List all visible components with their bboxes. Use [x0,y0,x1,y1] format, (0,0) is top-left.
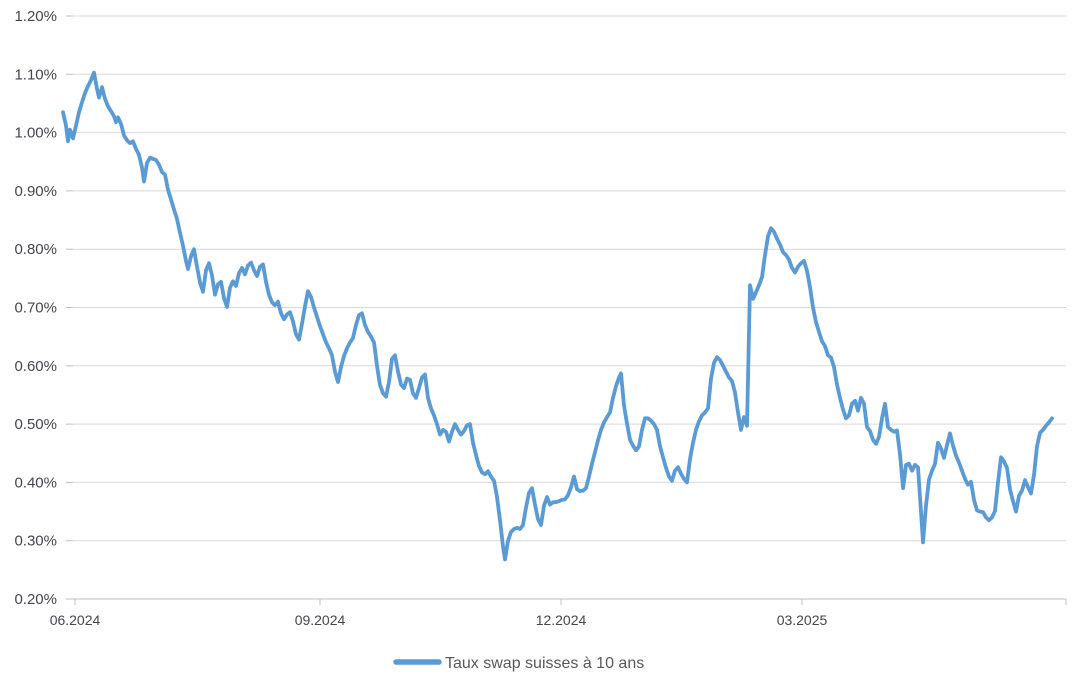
y-tick-label: 0.90% [14,183,57,200]
y-tick-label: 0.80% [14,241,57,258]
y-tick-label: 0.20% [14,591,57,608]
y-tick-label: 1.10% [14,66,57,83]
y-tick-label: 0.70% [14,300,57,317]
y-tick-label: 0.40% [14,474,57,491]
x-tick-label: 03.2025 [777,612,828,628]
y-tick-label: 0.30% [14,533,57,550]
y-tick-label: 1.20% [14,8,57,25]
legend-label: Taux swap suisses à 10 ans [445,655,644,672]
chart-legend: Taux swap suisses à 10 ans [393,655,644,672]
x-tick-label: 06.2024 [50,612,101,628]
y-tick-label: 0.60% [14,358,57,375]
grid-layer [66,15,1067,605]
axis-labels: 1.20% 1.10% 1.00% 0.90% 0.80% 0.70% 0.60% 0.50%… [14,8,827,628]
x-tick-label: 09.2024 [295,612,346,628]
rate-series-line [61,70,1054,562]
x-tick-label: 12.2024 [536,612,587,628]
y-tick-label: 1.00% [14,125,57,142]
y-tick-label: 0.50% [14,416,57,433]
